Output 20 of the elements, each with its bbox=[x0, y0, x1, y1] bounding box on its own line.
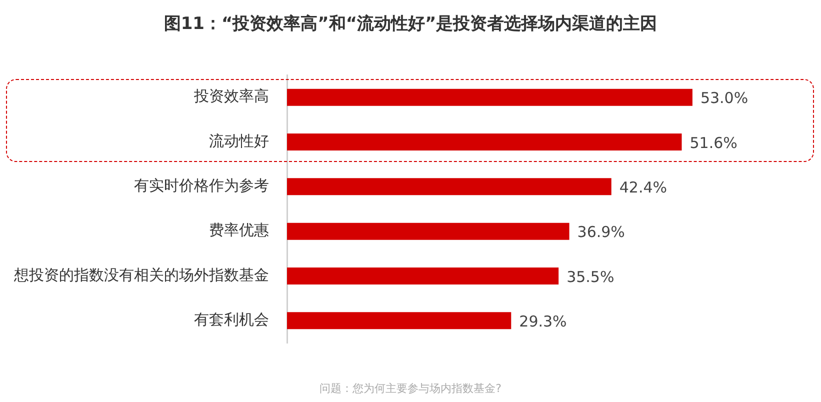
bar bbox=[287, 268, 559, 284]
bar bbox=[287, 312, 512, 330]
y-tick-label: 费率优惠 bbox=[209, 221, 269, 240]
data-label: 53.0% bbox=[700, 89, 748, 108]
bar bbox=[287, 178, 612, 196]
text: 问题：您为何主要参与场内指数基金? bbox=[318, 381, 502, 396]
y-tick-label: 有套利机会 bbox=[194, 310, 269, 329]
chart-title: 图11：“投资效率高”和“流动性好”是投资者选择场内渠道的主因 bbox=[162, 13, 658, 35]
data-label: 42.4% bbox=[619, 178, 668, 197]
data-label: 29.3% bbox=[519, 312, 567, 331]
y-tick-label: 有实时价格作为参考 bbox=[134, 176, 269, 195]
data-label: 36.9% bbox=[577, 223, 625, 242]
bar bbox=[287, 134, 682, 150]
data-label: 35.5% bbox=[566, 268, 614, 286]
bar bbox=[287, 88, 692, 106]
y-tick-label: 想投资的指数没有相关的场外指数基金 bbox=[13, 266, 269, 284]
y-tick-label: 流动性好 bbox=[209, 132, 269, 150]
bar bbox=[287, 222, 570, 240]
y-tick-label: 投资效率高 bbox=[193, 87, 269, 106]
data-label: 51.6% bbox=[690, 134, 738, 152]
